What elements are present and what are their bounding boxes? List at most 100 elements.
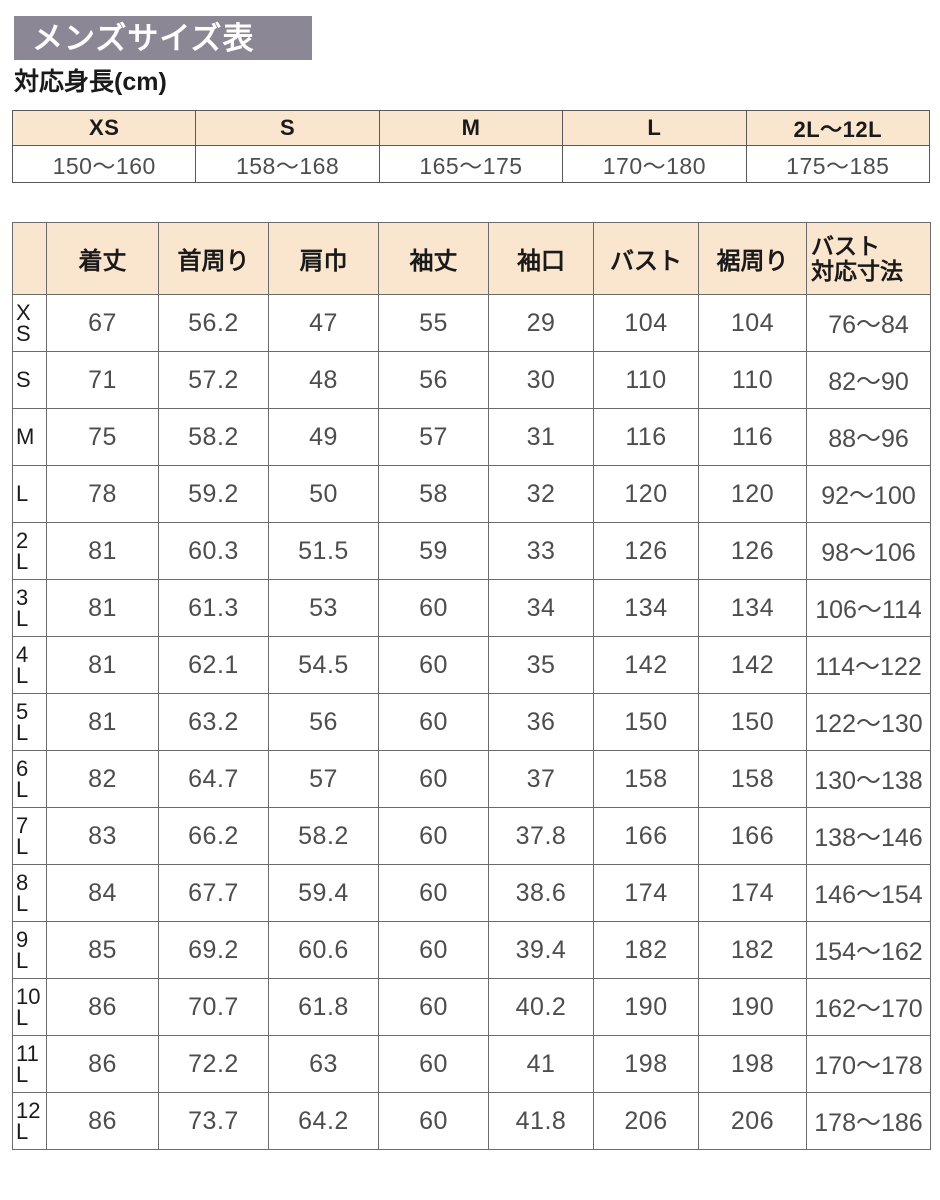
height-section-label: 対応身長(cm) <box>14 68 167 96</box>
size-row-label-top: M <box>16 424 35 449</box>
cell-bust-fit: 146〜154 <box>806 864 931 922</box>
cell-bust-fit: 130〜138 <box>806 750 931 808</box>
cell-hem: 206 <box>698 1092 807 1150</box>
size-col-header-bust: バスト <box>593 222 699 295</box>
cell-bust: 198 <box>593 1035 699 1093</box>
cell-sleeve-length: 60 <box>378 579 489 637</box>
size-col-header-length: 着丈 <box>46 222 159 295</box>
cell-cuff: 36 <box>488 693 594 751</box>
cell-bust-fit: 178〜186 <box>806 1092 931 1150</box>
cell-hem: 166 <box>698 807 807 865</box>
table-row: 9 L 85 69.2 60.6 60 39.4 182 182 154〜162 <box>12 921 931 979</box>
table-row: 10 L 86 70.7 61.8 60 40.2 190 190 162〜170 <box>12 978 931 1036</box>
cell-cuff: 29 <box>488 294 594 352</box>
height-col-header: S <box>195 110 380 146</box>
height-col-header: 2L〜12L <box>745 110 931 146</box>
cell-shoulder: 60.6 <box>268 921 379 979</box>
cell-cuff: 33 <box>488 522 594 580</box>
cell-shoulder: 49 <box>268 408 379 466</box>
cell-shoulder: 50 <box>268 465 379 523</box>
cell-sleeve-length: 55 <box>378 294 489 352</box>
cell-bust: 206 <box>593 1092 699 1150</box>
cell-bust: 116 <box>593 408 699 466</box>
cell-bust: 182 <box>593 921 699 979</box>
cell-sleeve-length: 60 <box>378 693 489 751</box>
cell-length: 82 <box>46 750 159 808</box>
cell-sleeve-length: 60 <box>378 750 489 808</box>
cell-length: 81 <box>46 693 159 751</box>
cell-sleeve-length: 60 <box>378 864 489 922</box>
cell-bust-fit: 114〜122 <box>806 636 931 694</box>
size-row-label: 11 L <box>12 1035 47 1093</box>
height-col-header: XS <box>11 110 197 146</box>
cell-hem: 104 <box>698 294 807 352</box>
cell-hem: 120 <box>698 465 807 523</box>
height-value-cell: 170〜180 <box>562 145 747 183</box>
cell-shoulder: 48 <box>268 351 379 409</box>
size-row-label-bottom: L <box>16 948 29 973</box>
size-row-label-bottom: L <box>16 606 29 631</box>
cell-bust-fit: 88〜96 <box>806 408 931 466</box>
page-title: メンズサイズ表 <box>32 20 255 56</box>
cell-cuff: 37.8 <box>488 807 594 865</box>
cell-bust: 166 <box>593 807 699 865</box>
cell-bust-fit: 170〜178 <box>806 1035 931 1093</box>
table-row: 7 L 83 66.2 58.2 60 37.8 166 166 138〜146 <box>12 807 931 865</box>
cell-cuff: 37 <box>488 750 594 808</box>
table-row: 8 L 84 67.7 59.4 60 38.6 174 174 146〜154 <box>12 864 931 922</box>
height-value-cell: 165〜175 <box>378 145 564 183</box>
cell-shoulder: 64.2 <box>268 1092 379 1150</box>
cell-neck: 69.2 <box>158 921 269 979</box>
size-row-label-bottom: L <box>16 834 29 859</box>
cell-sleeve-length: 60 <box>378 807 489 865</box>
bust-fit-line-2: 対応寸法 <box>811 257 903 284</box>
cell-hem: 174 <box>698 864 807 922</box>
bust-fit-line-1: バスト <box>811 233 880 260</box>
cell-bust: 150 <box>593 693 699 751</box>
cell-hem: 182 <box>698 921 807 979</box>
cell-neck: 62.1 <box>158 636 269 694</box>
size-table-corner-cell <box>12 222 47 295</box>
size-row-label-top: 9 <box>16 926 29 952</box>
cell-neck: 63.2 <box>158 693 269 751</box>
size-row-label-top: 4 <box>16 641 29 667</box>
size-row-label-top: 5 <box>16 698 29 724</box>
cell-neck: 57.2 <box>158 351 269 409</box>
cell-bust: 110 <box>593 351 699 409</box>
cell-bust-fit: 138〜146 <box>806 807 931 865</box>
cell-neck: 61.3 <box>158 579 269 637</box>
cell-length: 75 <box>46 408 159 466</box>
cell-length: 85 <box>46 921 159 979</box>
cell-cuff: 41.8 <box>488 1092 594 1150</box>
cell-shoulder: 58.2 <box>268 807 379 865</box>
cell-sleeve-length: 60 <box>378 1092 489 1150</box>
size-row-label-bottom: S <box>16 321 31 346</box>
height-table-header-row: XS S M L 2L〜12L <box>11 110 931 146</box>
cell-bust-fit: 98〜106 <box>806 522 931 580</box>
size-col-header-shoulder: 肩巾 <box>268 222 379 295</box>
size-row-label-top: 7 <box>16 812 29 838</box>
table-row: M 75 58.2 49 57 31 116 116 88〜96 <box>12 408 931 466</box>
cell-sleeve-length: 60 <box>378 1035 489 1093</box>
cell-hem: 158 <box>698 750 807 808</box>
size-row-label-top: 6 <box>16 755 29 781</box>
size-row-label-bottom: L <box>16 891 29 916</box>
cell-hem: 190 <box>698 978 807 1036</box>
size-table-header-row: 着丈 首周り 肩巾 袖丈 袖口 バスト 裾周り バスト 対応寸法 <box>12 222 931 295</box>
cell-sleeve-length: 59 <box>378 522 489 580</box>
height-table-row: 150〜160 158〜168 165〜175 170〜180 175〜185 <box>11 145 931 183</box>
size-row-label-top: L <box>16 481 29 506</box>
cell-cuff: 41 <box>488 1035 594 1093</box>
size-col-header-cuff: 袖口 <box>488 222 594 295</box>
cell-length: 86 <box>46 1092 159 1150</box>
cell-sleeve-length: 60 <box>378 636 489 694</box>
cell-shoulder: 47 <box>268 294 379 352</box>
cell-bust: 142 <box>593 636 699 694</box>
cell-neck: 59.2 <box>158 465 269 523</box>
